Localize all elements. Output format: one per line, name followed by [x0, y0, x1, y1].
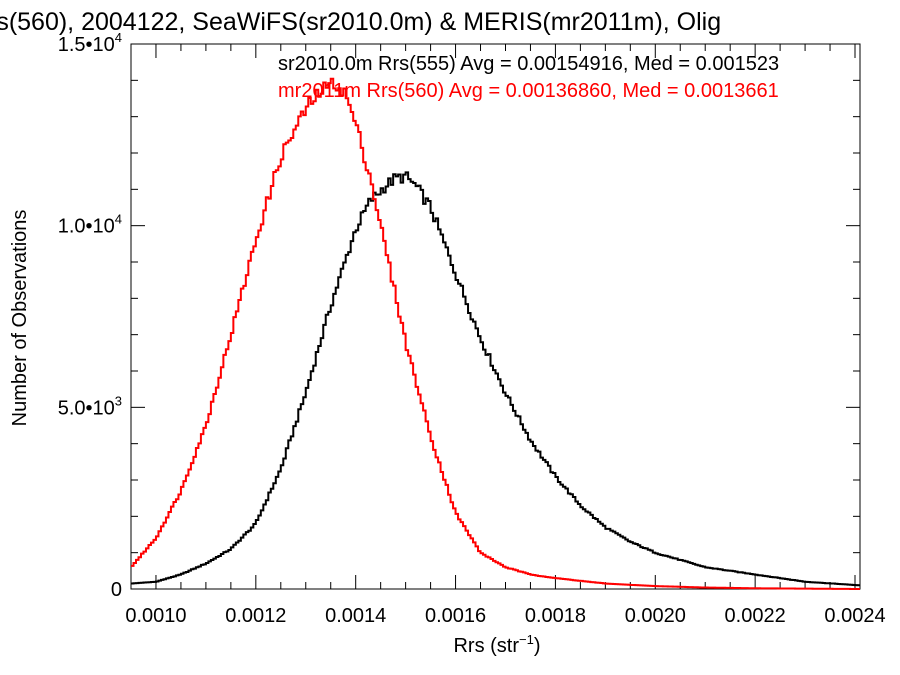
x-axis-label-text: Rrs (str: [453, 635, 519, 657]
series-layer: [131, 77, 860, 590]
x-tick-label: 0.0016: [425, 605, 486, 627]
y-tick-mantissa: 5.0•10: [58, 397, 115, 419]
y-tick-label: 1.5•104: [58, 30, 122, 56]
y-tick-exponent: 4: [115, 30, 122, 45]
x-axis-label-sup: −1: [519, 632, 534, 647]
x-axis-ticks: 0.0010 0.0012 0.0014 0.0016 0.0018 0.0020 0.00…: [125, 44, 886, 627]
x-axis-label: Rrs (str−1): [453, 632, 540, 657]
x-tick-label: 0.0022: [725, 605, 786, 627]
y-tick-label: 0: [111, 579, 122, 601]
series-line-sr2010: [131, 171, 860, 587]
x-tick-label: 0.0012: [225, 605, 286, 627]
y-tick-label: 5.0•103: [58, 393, 122, 419]
y-tick-mantissa: 1.0•10: [58, 216, 115, 238]
y-tick-exponent: 3: [115, 393, 122, 408]
series-line-mr2011: [131, 77, 860, 590]
y-axis-label: Number of Observations: [9, 210, 31, 427]
legend-entry-mr2011: mr2011m Rrs(560) Avg = 0.00136860, Med =…: [278, 80, 779, 102]
y-tick-mantissa: 1.5•10: [58, 34, 115, 56]
plot-frame: [130, 43, 861, 590]
plot-border: [130, 43, 861, 590]
x-tick-label: 0.0014: [325, 605, 386, 627]
legend-entry-sr2010: sr2010.0m Rrs(555) Avg = 0.00154916, Med…: [278, 53, 779, 75]
x-axis-label-close: ): [534, 635, 541, 657]
x-tick-label: 0.0010: [125, 605, 186, 627]
x-tick-label: 0.0018: [525, 605, 586, 627]
chart-title: rs(560), 2004122, SeaWiFS(sr2010.0m) & M…: [0, 8, 721, 36]
x-tick-label: 0.0020: [625, 605, 686, 627]
x-tick-label: 0.0024: [824, 605, 885, 627]
y-tick-exponent: 4: [115, 212, 122, 227]
y-tick-label: 1.0•104: [58, 212, 122, 238]
y-tick-mantissa: 0: [111, 579, 122, 601]
